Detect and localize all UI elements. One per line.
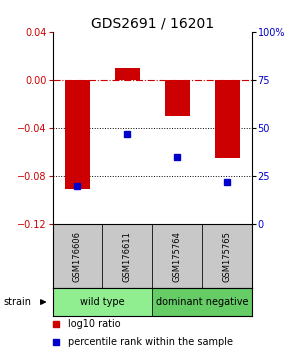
Bar	[214, 80, 239, 158]
Bar	[202, 224, 252, 288]
Text: wild type: wild type	[80, 297, 125, 307]
Text: log10 ratio: log10 ratio	[68, 319, 121, 329]
Text: dominant negative: dominant negative	[156, 297, 248, 307]
Bar	[165, 80, 190, 116]
Text: percentile rank within the sample: percentile rank within the sample	[68, 337, 233, 347]
Bar	[115, 68, 140, 80]
Bar	[152, 288, 252, 316]
Bar	[52, 288, 152, 316]
Text: GSM175765: GSM175765	[223, 231, 232, 281]
Bar	[52, 224, 102, 288]
Text: GSM176606: GSM176606	[73, 230, 82, 282]
Text: GSM176611: GSM176611	[123, 231, 132, 281]
Text: strain: strain	[3, 297, 31, 307]
Title: GDS2691 / 16201: GDS2691 / 16201	[91, 17, 214, 31]
Bar	[102, 224, 152, 288]
Text: GSM175764: GSM175764	[173, 231, 182, 281]
Bar	[152, 224, 202, 288]
Bar	[65, 80, 90, 189]
